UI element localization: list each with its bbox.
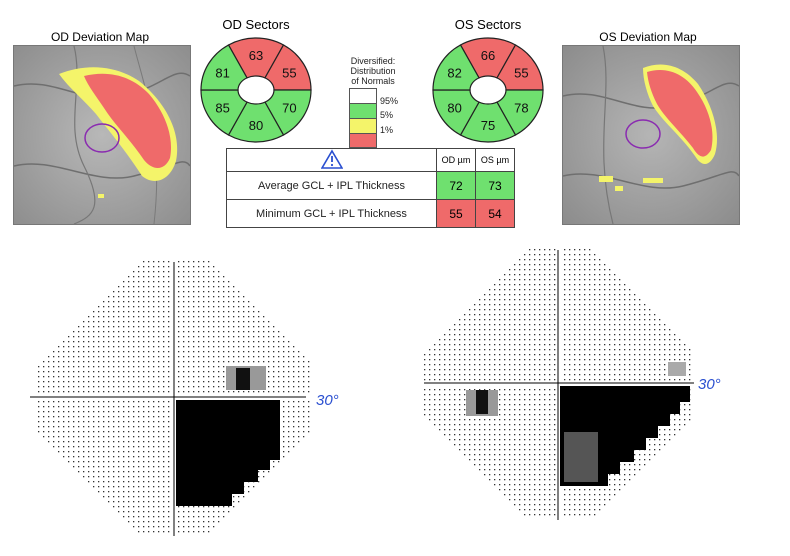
legend-label-95: 95% xyxy=(380,96,399,106)
od-deviation-map xyxy=(13,45,191,225)
os-sector-value-top-left: 82 xyxy=(447,66,461,81)
left-field-scotoma xyxy=(176,400,280,506)
os-column-header: OS µm xyxy=(475,148,515,172)
od-column-header: OD µm xyxy=(436,148,476,172)
od-map-title: OD Deviation Map xyxy=(50,30,150,44)
legend-swatch-red xyxy=(350,133,376,147)
right-field-30-degree-label: 30° xyxy=(698,376,721,393)
warning-triangle-icon xyxy=(320,149,343,169)
optic-disc-circle xyxy=(625,119,661,149)
warning-header xyxy=(226,148,437,172)
legend-label-5: 5% xyxy=(380,110,394,120)
od-sector-value-right: 70 xyxy=(282,101,296,116)
average-os-value: 73 xyxy=(475,171,515,200)
od-sector-value-bottom: 80 xyxy=(249,118,263,133)
right-field-edge-cluster xyxy=(668,362,686,376)
right-field-gray-patch xyxy=(564,432,598,482)
od-sector-value-top: 63 xyxy=(249,48,263,63)
average-thickness-label: Average GCL + IPL Thickness xyxy=(226,171,437,200)
legend-title-line: Distribution xyxy=(350,66,396,76)
minimum-od-value: 55 xyxy=(436,199,476,228)
od-sector-top-left xyxy=(200,44,248,91)
od-sector-diagram: 63 55 70 80 85 81 xyxy=(200,37,312,143)
os-map-title: OS Deviation Map xyxy=(599,30,697,44)
normals-legend: Diversified: Distribution of Normals xyxy=(340,56,406,86)
od-sector-value-top-right: 55 xyxy=(282,66,296,81)
abnormal-region xyxy=(84,73,172,168)
os-deviation-map xyxy=(562,45,740,225)
os-sectors-title: OS Sectors xyxy=(454,17,522,32)
visual-fields xyxy=(30,249,694,536)
os-sector-value-right: 78 xyxy=(514,101,528,116)
thickness-table-wrapper: OD µm OS µm Average GCL + IPL Thickness … xyxy=(226,148,515,228)
os-sector-diagram: 66 55 78 75 80 82 xyxy=(432,37,544,143)
os-sector-value-bottom: 75 xyxy=(481,118,495,133)
left-field-30-degree-label: 30° xyxy=(316,392,339,409)
legend-swatch-yellow xyxy=(350,118,376,133)
minimum-os-value: 54 xyxy=(475,199,515,228)
od-sectors-title: OD Sectors xyxy=(222,17,290,32)
legend-swatch-green xyxy=(350,103,376,118)
os-sector-value-top-right: 55 xyxy=(514,66,528,81)
legend-bar xyxy=(349,88,377,148)
legend-swatch-white xyxy=(350,89,376,103)
od-sector-value-left: 85 xyxy=(215,101,229,116)
optic-disc-circle xyxy=(84,123,120,153)
od-sector-value-top-left: 81 xyxy=(215,66,229,81)
legend-title-line: Diversified: xyxy=(350,56,396,66)
thickness-table: OD µm OS µm Average GCL + IPL Thickness … xyxy=(226,148,515,228)
os-sector-value-top: 66 xyxy=(481,48,495,63)
os-sector-top-left xyxy=(432,44,480,91)
abnormal-region xyxy=(647,70,713,157)
legend-title-line: of Normals xyxy=(351,76,395,86)
os-sector-value-left: 80 xyxy=(447,101,461,116)
minimum-thickness-label: Minimum GCL + IPL Thickness xyxy=(226,199,437,228)
legend-label-1: 1% xyxy=(380,125,394,135)
average-od-value: 72 xyxy=(436,171,476,200)
